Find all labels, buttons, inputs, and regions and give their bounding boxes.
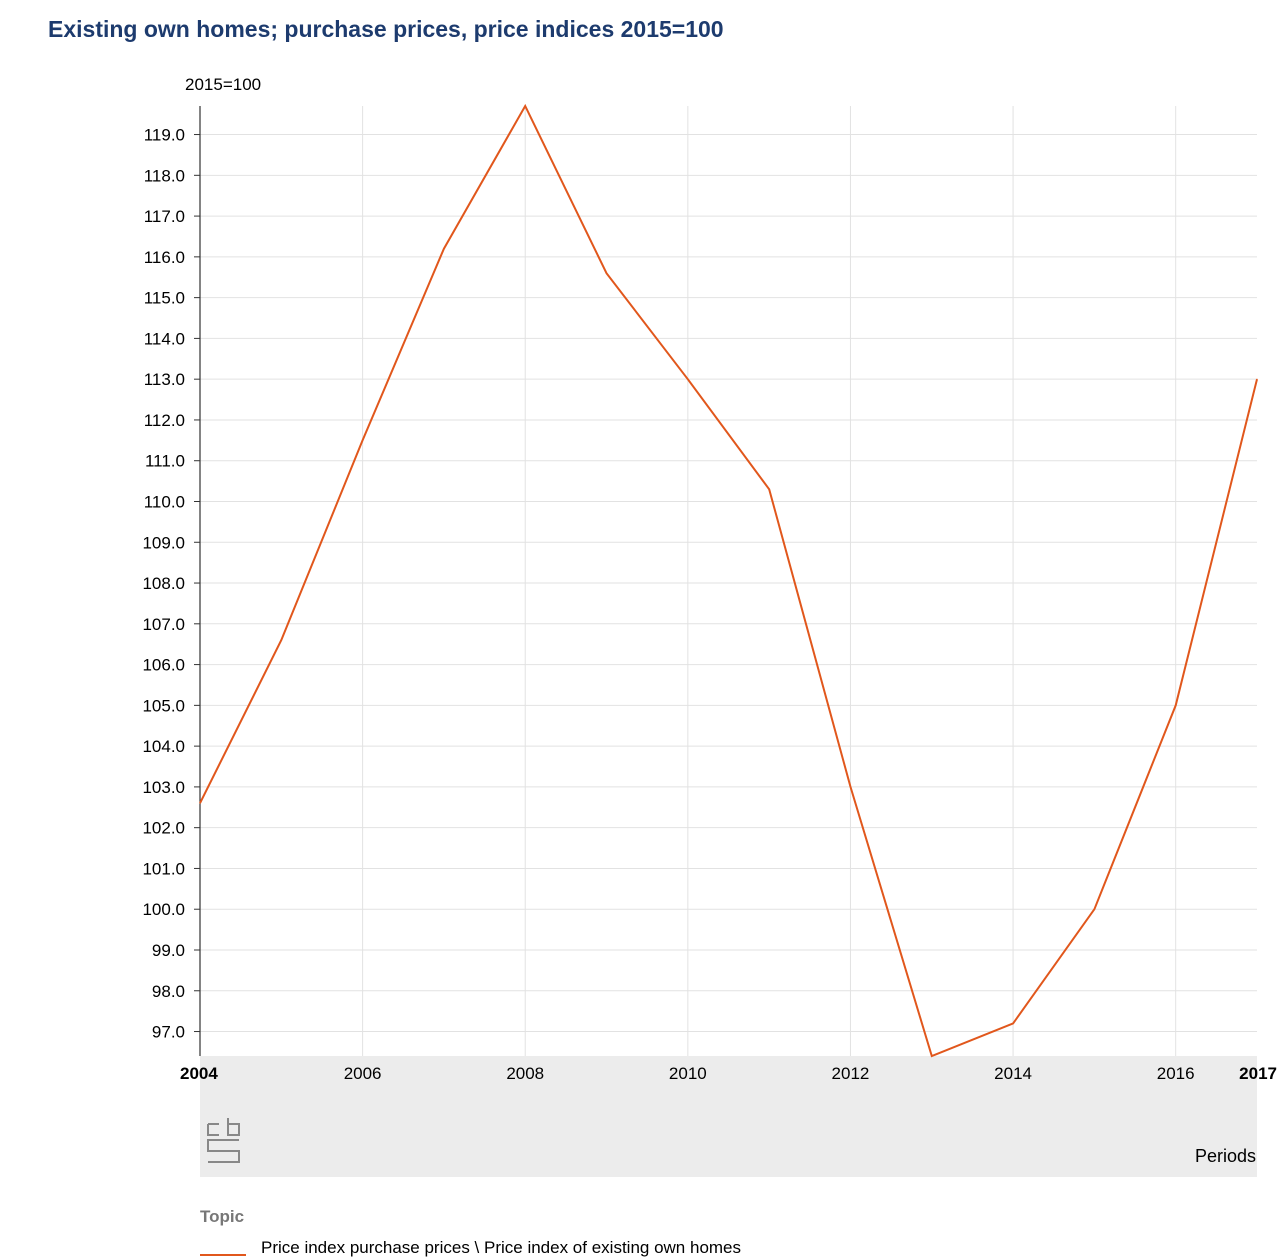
- y-tick-label: 105.0: [142, 696, 185, 715]
- y-axis-ticks: 97.0 98.0 99.0 100.0 101.0 102.0 103.0 104.0 105…: [142, 126, 200, 1042]
- y-tick-label: 110.0: [144, 492, 185, 511]
- x-tick-label: 2012: [832, 1064, 870, 1083]
- x-tick-label: 2010: [669, 1064, 707, 1083]
- x-tick-label: 2016: [1157, 1064, 1195, 1083]
- y-tick-label: 113.0: [144, 370, 185, 389]
- y-axis-unit-label: 2015=100: [185, 75, 262, 94]
- data-point: [606, 272, 608, 274]
- data-point: [1012, 1022, 1014, 1024]
- data-point: [280, 639, 282, 641]
- legend-label: Price index purchase prices \ Price inde…: [261, 1238, 742, 1257]
- grid-lines: [200, 106, 1257, 1056]
- x-axis-title: Periods: [1195, 1146, 1256, 1166]
- y-tick-label: 107.0: [142, 615, 185, 634]
- x-tick-label: 2006: [344, 1064, 382, 1083]
- data-point: [199, 802, 201, 804]
- y-tick-label: 101.0: [142, 859, 185, 878]
- y-tick-label: 97.0: [152, 1023, 185, 1042]
- data-point: [687, 378, 689, 380]
- data-point: [443, 248, 445, 250]
- y-tick-label: 109.0: [142, 533, 185, 552]
- cbs-logo-icon: [207, 1118, 240, 1163]
- y-tick-label: 108.0: [142, 574, 185, 593]
- footer-band: [200, 1056, 1257, 1177]
- y-tick-label: 117.0: [144, 207, 185, 226]
- y-tick-label: 100.0: [142, 900, 185, 919]
- x-axis-ticks: 2004 2006 2008 2010 2012 2014 2016 2017: [180, 1064, 1277, 1083]
- line-chart: 97.0 98.0 99.0 100.0 101.0 102.0 103.0 104.0 105…: [142, 103, 1277, 1177]
- legend-swatch: [200, 1254, 246, 1256]
- data-point: [849, 786, 851, 788]
- data-point: [524, 105, 526, 107]
- data-point: [1256, 378, 1258, 380]
- y-tick-label: 116.0: [144, 248, 185, 267]
- x-tick-label: 2014: [994, 1064, 1032, 1083]
- x-tick-label: 2008: [506, 1064, 544, 1083]
- x-tick-label: 2004: [180, 1064, 218, 1083]
- data-point: [362, 439, 364, 441]
- y-tick-label: 99.0: [152, 941, 185, 960]
- x-tick-label: 2017: [1239, 1064, 1277, 1083]
- y-tick-label: 106.0: [142, 656, 185, 675]
- y-tick-label: 111.0: [145, 452, 185, 471]
- y-tick-label: 119.0: [144, 126, 185, 145]
- y-tick-label: 114.0: [144, 329, 185, 348]
- chart-title: Existing own homes; purchase prices, pri…: [48, 16, 724, 42]
- y-tick-label: 112.0: [144, 411, 185, 430]
- y-tick-label: 103.0: [142, 778, 185, 797]
- y-tick-label: 102.0: [142, 819, 185, 838]
- y-tick-label: 98.0: [152, 982, 185, 1001]
- y-tick-label: 118.0: [144, 166, 185, 185]
- series-points: [199, 105, 1258, 1057]
- data-point: [1093, 908, 1095, 910]
- y-tick-label: 115.0: [144, 289, 185, 308]
- series-line: [199, 103, 1258, 1058]
- y-tick-label: 104.0: [142, 737, 185, 756]
- data-point: [1175, 704, 1177, 706]
- data-point: [931, 1055, 933, 1057]
- legend-title: Topic: [200, 1207, 245, 1226]
- data-point: [768, 488, 770, 490]
- legend-entry[interactable]: Price index purchase prices \ Price inde…: [200, 1237, 741, 1259]
